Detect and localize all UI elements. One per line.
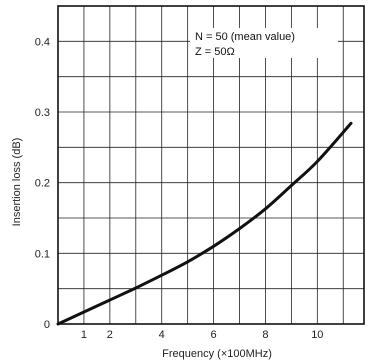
annotation-z: Z = 50Ω (195, 46, 235, 58)
plot-frame (57, 5, 365, 325)
x-tick-label: 4 (159, 329, 165, 341)
x-axis-label: Frequency (×100MHz) (162, 348, 272, 360)
annotation-backdrop (190, 28, 338, 58)
y-tick-label: 0.3 (35, 107, 50, 119)
annotation-n: N = 50 (mean value) (195, 31, 295, 43)
x-tick-label: 1 (81, 329, 87, 341)
x-tick-label: 6 (211, 329, 217, 341)
x-tick-label: 8 (262, 329, 268, 341)
y-tick-label: 0.2 (35, 178, 50, 190)
y-tick-label: 0.4 (35, 36, 50, 48)
grid (58, 5, 364, 324)
x-tick-label: 2 (107, 329, 113, 341)
x-tick-labels: 1 2 4 6 8 10 (81, 329, 324, 341)
x-tick-label: 10 (311, 329, 323, 341)
y-axis-label: Insertion loss (dB) (11, 138, 23, 227)
y-tick-label: 0 (44, 319, 50, 331)
series-line (56, 121, 353, 326)
y-tick-labels: 0 0.1 0.2 0.3 0.4 (35, 36, 50, 331)
y-tick-label: 0.1 (35, 248, 50, 260)
